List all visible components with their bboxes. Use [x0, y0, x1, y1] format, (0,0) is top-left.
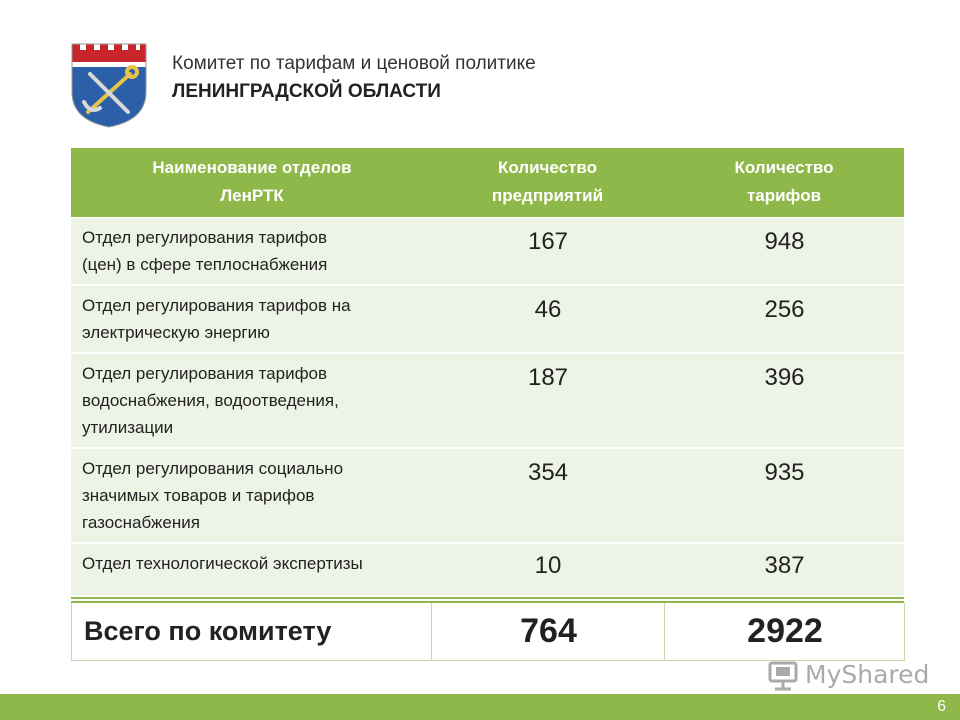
header-departments-line2: ЛенРТК — [220, 186, 284, 206]
coat-of-arms-icon — [71, 43, 147, 128]
departments-table: Наименование отделов ЛенРТК Количество п… — [71, 148, 905, 661]
department-name-line: значимых товаров и тарифов — [82, 485, 315, 505]
department-name-line: Отдел технологической экспертизы — [82, 553, 363, 573]
enterprises-count: 354 — [431, 447, 664, 544]
department-name-line: Отдел регулирования тарифов — [82, 363, 328, 383]
department-name-line: электрическую энергию — [82, 322, 270, 342]
total-enterprises: 764 — [431, 602, 665, 661]
myshared-logo-icon — [768, 661, 798, 691]
department-name: Отдел регулирования социально значимых т… — [71, 447, 431, 544]
enterprises-count: 10 — [431, 542, 664, 597]
department-name-line: Отдел регулирования социально — [82, 458, 344, 478]
total-separator — [71, 596, 904, 603]
table-row: Отдел технологической экспертизы 10 387 — [71, 542, 904, 597]
department-name-line: (цен) в сфере теплоснабжения — [82, 254, 328, 274]
header-tariffs: Количество тарифов — [664, 148, 904, 218]
total-tariffs: 2922 — [664, 602, 905, 661]
header-tariffs-line2: тарифов — [746, 186, 822, 206]
org-name-line1: Комитет по тарифам и ценовой политике — [172, 53, 536, 74]
department-name: Отдел технологической экспертизы — [71, 542, 431, 597]
watermark-text: MyShared — [805, 660, 930, 689]
enterprises-count: 187 — [431, 352, 664, 449]
header-enterprises-line2: предприятий — [491, 186, 604, 206]
department-name-line: утилизации — [82, 417, 174, 437]
department-name: Отдел регулирования тарифов (цен) в сфер… — [71, 217, 431, 286]
organization-header: Комитет по тарифам и ценовой политике ЛЕ… — [172, 52, 536, 106]
header-enterprises-line1: Количество — [497, 158, 598, 178]
footer-bar: 6 — [0, 694, 960, 720]
tariffs-count: 256 — [664, 284, 904, 354]
department-name: Отдел регулирования тарифов водоснабжени… — [71, 352, 431, 449]
table-row: Отдел регулирования тарифов (цен) в сфер… — [71, 217, 904, 286]
department-name-line: водоснабжения, водоотведения, — [82, 390, 339, 410]
enterprises-count: 167 — [431, 217, 664, 286]
tariffs-count: 948 — [664, 217, 904, 286]
header-enterprises: Количество предприятий — [431, 148, 664, 218]
enterprises-count: 46 — [431, 284, 664, 354]
department-name-line: Отдел регулирования тарифов на — [82, 295, 351, 315]
table-header-row: Наименование отделов ЛенРТК Количество п… — [71, 148, 904, 218]
department-name-line: Отдел регулирования тарифов — [82, 227, 328, 247]
myshared-watermark: MyShared — [767, 657, 930, 693]
header-departments: Наименование отделов ЛенРТК — [71, 148, 431, 218]
tariffs-count: 387 — [664, 542, 904, 597]
tariffs-count: 396 — [664, 352, 904, 449]
department-name: Отдел регулирования тарифов на электриче… — [71, 284, 431, 354]
page-number: 6 — [937, 698, 946, 715]
table-row: Отдел регулирования тарифов водоснабжени… — [71, 352, 904, 449]
org-name-line2: ЛЕНИНГРАДСКОЙ ОБЛАСТИ — [172, 81, 441, 102]
total-row: Всего по комитету 764 2922 — [71, 602, 905, 661]
header-tariffs-line1: Количество — [734, 158, 834, 178]
total-label: Всего по комитету — [71, 602, 432, 661]
department-name-line: газоснабжения — [82, 512, 200, 532]
table-row: Отдел регулирования социально значимых т… — [71, 447, 904, 544]
table-row: Отдел регулирования тарифов на электриче… — [71, 284, 904, 354]
tariffs-count: 935 — [664, 447, 904, 544]
header-departments-line1: Наименование отделов — [152, 158, 352, 178]
